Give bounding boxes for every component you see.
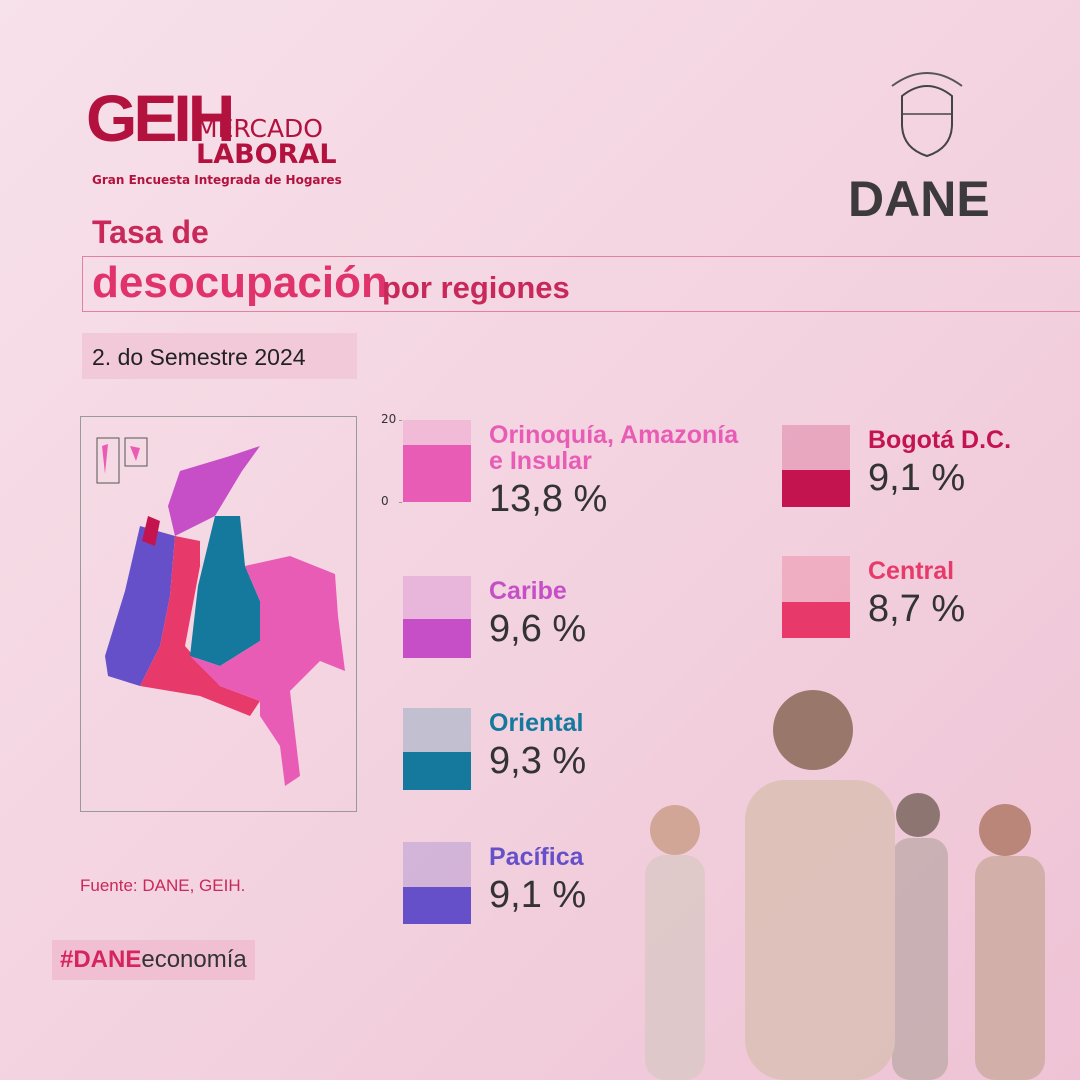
bar <box>403 751 471 790</box>
logo-subtitle: Gran Encuesta Integrada de Hogares <box>92 173 342 187</box>
logo-line2: LABORAL <box>196 139 337 170</box>
people-photo <box>645 690 1045 1080</box>
title-line1: Tasa de <box>92 214 209 250</box>
category-label: Bogotá D.C. <box>868 426 1012 454</box>
bar <box>782 469 850 507</box>
hashtag-bold: #DANE <box>60 946 142 973</box>
hashtag-box <box>52 940 255 980</box>
category-label: Pacífica <box>489 843 584 871</box>
hashtag-rest: economía <box>141 946 247 973</box>
tick-mark <box>399 502 402 503</box>
value-label: 9,3 % <box>489 740 587 782</box>
agency-name: DANE <box>848 171 990 227</box>
coat-of-arms <box>891 72 963 158</box>
source: Fuente: DANE, GEIH. <box>80 876 246 895</box>
y-tick-label: 0 <box>381 494 389 508</box>
period: 2. do Semestre 2024 <box>92 344 306 370</box>
value-label: 13,8 % <box>489 478 608 520</box>
tick-mark <box>399 420 402 421</box>
bar <box>782 602 850 638</box>
category-label: Caribe <box>489 577 567 605</box>
logo-line1: MERCADO <box>196 114 323 143</box>
value-label: 8,7 % <box>868 588 966 630</box>
title-rest: por regiones <box>382 270 570 305</box>
bar <box>403 886 471 924</box>
period-box <box>82 333 357 379</box>
y-tick-label: 20 <box>381 412 397 426</box>
value-label: 9,1 % <box>868 457 966 499</box>
category-label: Central <box>868 557 955 585</box>
logo-mark: GEIH <box>86 81 235 155</box>
bar <box>403 618 471 658</box>
category-label: Orinoquía, Amazonía e Insular <box>489 421 739 475</box>
value-label: 9,6 % <box>489 608 587 650</box>
title-main: desocupación <box>92 258 388 307</box>
map <box>80 416 357 812</box>
value-label: 9,1 % <box>489 874 587 916</box>
title-frame <box>82 256 1080 312</box>
category-label: Oriental <box>489 709 584 737</box>
bar <box>403 445 471 502</box>
hashtag: #DANEeconomía <box>60 946 247 974</box>
